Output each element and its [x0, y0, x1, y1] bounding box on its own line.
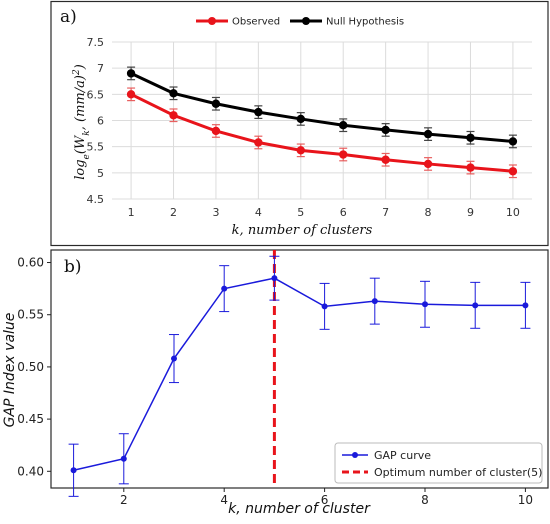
panel-a-x-tick-label: 9 — [467, 206, 474, 219]
observed-point — [466, 163, 475, 172]
panel-a-x-tick-label: 6 — [340, 206, 347, 219]
panel-b-y-tick-label: 0.45 — [17, 412, 44, 426]
legend-observed-label: Observed — [232, 17, 280, 28]
null-hypothesis-point — [339, 121, 348, 130]
legend-null-hypothesis-label: Null Hypothesis — [326, 17, 404, 28]
panel-b-x-tick-label: 4 — [220, 493, 228, 507]
panel-a-y-tick-label: 5.5 — [87, 141, 105, 154]
legend-optimum-label: Optimum number of cluster(5) — [374, 466, 542, 479]
null-hypothesis-point — [126, 69, 136, 78]
legend-observed-marker — [208, 17, 216, 25]
gap-curve-point — [170, 355, 177, 362]
null-hypothesis-point — [211, 99, 221, 108]
panel-b-x-tick-label: 6 — [321, 493, 329, 507]
panel-a-x-tick-label: 2 — [170, 206, 177, 219]
panel-a-x-tick-label: 8 — [425, 206, 432, 219]
panel-b-y-ticks: 0.40 0.45 0.50 0.55 0.60 — [17, 256, 51, 478]
panel-b-x-axis-label: k, number of cluster — [228, 501, 371, 517]
gap-curve-point — [120, 455, 127, 462]
legend-box — [334, 442, 543, 484]
legend-null-hypothesis-marker — [302, 17, 310, 25]
null-hypothesis-point — [466, 133, 475, 142]
observed-line — [130, 92, 514, 173]
panel-b-y-tick-label: 0.55 — [17, 308, 44, 322]
panel-b-y-tick-label: 0.40 — [17, 464, 44, 478]
panel-a-x-tick-label: 1 — [128, 206, 135, 219]
observed-point — [508, 167, 518, 176]
null-hypothesis-point — [381, 125, 390, 135]
gap-curve-point — [70, 467, 77, 474]
panel-b-y-tick-label: 0.50 — [17, 360, 44, 374]
observed-point — [423, 159, 433, 169]
null-hypothesis-point — [296, 114, 305, 124]
null-hypothesis-point — [169, 89, 178, 98]
panel-b-y-axis-label: GAP Index value — [2, 313, 18, 428]
gap-curve-point — [271, 275, 278, 282]
panel-b-x-tick-label: 10 — [518, 493, 533, 507]
panel-a-y-tick-label: 5 — [97, 167, 104, 180]
panel-b: b) 0.40 0.45 0.50 0.55 0.60 2 4 6 8 10 GAP curve… — [2, 249, 549, 517]
gap-curve-point — [321, 303, 328, 310]
panel-a-y-axis-label: loge(Wk, (mm/a)2) — [72, 64, 92, 180]
gap-curve-point — [422, 301, 429, 308]
panel-a-y-tick-label: 7 — [97, 62, 104, 75]
gap-curve-point — [221, 285, 228, 292]
observed-point — [339, 150, 348, 159]
null-hypothesis-point — [423, 129, 433, 139]
panel-b-legend: GAP curve Optimum number of cluster(5) — [334, 442, 543, 484]
panel-b-x-ticks: 2 4 6 8 10 — [120, 488, 533, 507]
gap-curve-line — [73, 277, 526, 471]
panel-a-y-tick-label: 6 — [97, 115, 104, 128]
observed-point — [296, 146, 305, 155]
panel-b-x-tick-label: 2 — [120, 493, 128, 507]
null-hypothesis-line — [130, 72, 514, 143]
observed-point — [126, 90, 136, 99]
gap-curve-point — [371, 298, 378, 305]
panel-a-y-tick-label: 6.5 — [87, 88, 105, 101]
observed-point — [211, 126, 221, 136]
gap-curve-point — [472, 302, 479, 309]
panel-b-y-tick-label: 0.60 — [17, 256, 44, 270]
null-hypothesis-point — [508, 137, 518, 146]
panel-a-x-ticks: 1 2 3 4 5 6 7 8 9 10 — [128, 206, 520, 219]
panel-a-x-tick-label: 10 — [506, 206, 520, 219]
panel-a-x-tick-label: 5 — [297, 206, 304, 219]
panel-a-x-tick-label: 3 — [212, 206, 219, 219]
panel-b-label: b) — [64, 257, 82, 277]
observed-point — [254, 138, 263, 147]
observed-point — [381, 155, 390, 164]
panel-a-label: a) — [60, 7, 77, 27]
panel-a-y-tick-label: 7.5 — [87, 36, 105, 49]
panel-b-series — [68, 250, 531, 497]
panel-a-y-tick-label: 4.5 — [87, 193, 105, 206]
panel-a-series — [126, 66, 518, 179]
panel-a: a) 4.5 5 5.5 6 6.5 7 7.5 1 2 3 4 5 6 7 8 9 10 Observed N… — [50, 0, 549, 247]
null-hypothesis-point — [254, 107, 263, 117]
gap-curve-point — [522, 302, 529, 309]
panel-a-x-axis-label: k, number of clusters — [232, 223, 373, 238]
legend-gap-curve-marker — [352, 452, 358, 458]
panel-a-frame — [50, 0, 549, 247]
panel-a-y-ticks: 4.5 5 5.5 6 6.5 7 7.5 — [87, 36, 105, 206]
panel-b-x-tick-label: 8 — [421, 493, 429, 507]
panel-a-grid — [112, 41, 532, 200]
observed-point — [169, 111, 178, 120]
legend-gap-curve-label: GAP curve — [374, 449, 431, 462]
panel-a-legend: Observed Null Hypothesis — [196, 17, 404, 28]
panel-a-x-tick-label: 4 — [255, 206, 262, 219]
panel-b-frame — [50, 249, 549, 489]
panel-a-y-axis-label-text: loge(Wk, (mm/a)2) — [72, 64, 92, 180]
panel-a-x-tick-label: 7 — [382, 206, 389, 219]
